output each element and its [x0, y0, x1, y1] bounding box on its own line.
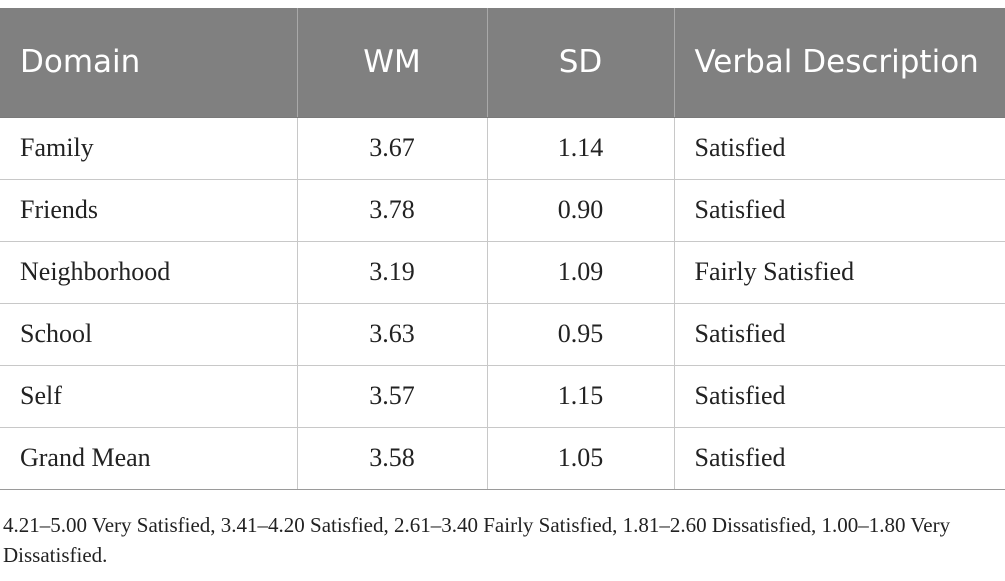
cell-verbal-description: Satisfied: [673, 365, 1005, 428]
cell-verbal-description: Satisfied: [673, 303, 1005, 366]
cell-sd: 0.90: [486, 179, 674, 242]
cell-sd: 1.14: [486, 117, 674, 180]
cell-verbal-description: Satisfied: [673, 427, 1005, 490]
cell-sd: 1.05: [486, 427, 674, 490]
cell-domain: Grand Mean: [0, 427, 297, 490]
table-body: Family 3.67 1.14 Satisfied Friends 3.78 …: [0, 117, 1005, 490]
cell-sd: 1.09: [486, 241, 674, 304]
cell-wm: 3.19: [296, 241, 487, 304]
cell-domain: Friends: [0, 179, 297, 242]
table-footnote: 4.21–5.00 Very Satisfied, 3.41–4.20 Sati…: [3, 513, 951, 567]
header-domain: Domain: [0, 8, 297, 118]
cell-domain: School: [0, 303, 297, 366]
cell-wm: 3.78: [296, 179, 487, 242]
cell-sd: 0.95: [486, 303, 674, 366]
cell-domain: Neighborhood: [0, 241, 297, 304]
cell-domain: Self: [0, 365, 297, 428]
cell-wm: 3.57: [296, 365, 487, 428]
header-verbal-description: Verbal Description: [673, 8, 1005, 118]
table-row: Self 3.57 1.15 Satisfied: [0, 365, 1005, 428]
cell-verbal-description: Satisfied: [673, 117, 1005, 180]
cell-wm: 3.58: [296, 427, 487, 490]
table-header: Domain WM SD Verbal Description: [0, 8, 1005, 118]
header-sd: SD: [486, 8, 674, 118]
table-row: Grand Mean 3.58 1.05 Satisfied: [0, 427, 1005, 490]
cell-wm: 3.67: [296, 117, 487, 180]
table-row: Family 3.67 1.14 Satisfied: [0, 117, 1005, 180]
data-table-container: Domain WM SD Verbal Description Family 3…: [0, 8, 1005, 490]
cell-verbal-description: Fairly Satisfied: [673, 241, 1005, 304]
table-row: Friends 3.78 0.90 Satisfied: [0, 179, 1005, 242]
cell-wm: 3.63: [296, 303, 487, 366]
data-table: Domain WM SD Verbal Description Family 3…: [0, 8, 1005, 490]
header-wm: WM: [296, 8, 487, 118]
header-row: Domain WM SD Verbal Description: [0, 8, 1005, 118]
cell-verbal-description: Satisfied: [673, 179, 1005, 242]
table-row: Neighborhood 3.19 1.09 Fairly Satisfied: [0, 241, 1005, 304]
cell-domain: Family: [0, 117, 297, 180]
table-row: School 3.63 0.95 Satisfied: [0, 303, 1005, 366]
cell-sd: 1.15: [486, 365, 674, 428]
